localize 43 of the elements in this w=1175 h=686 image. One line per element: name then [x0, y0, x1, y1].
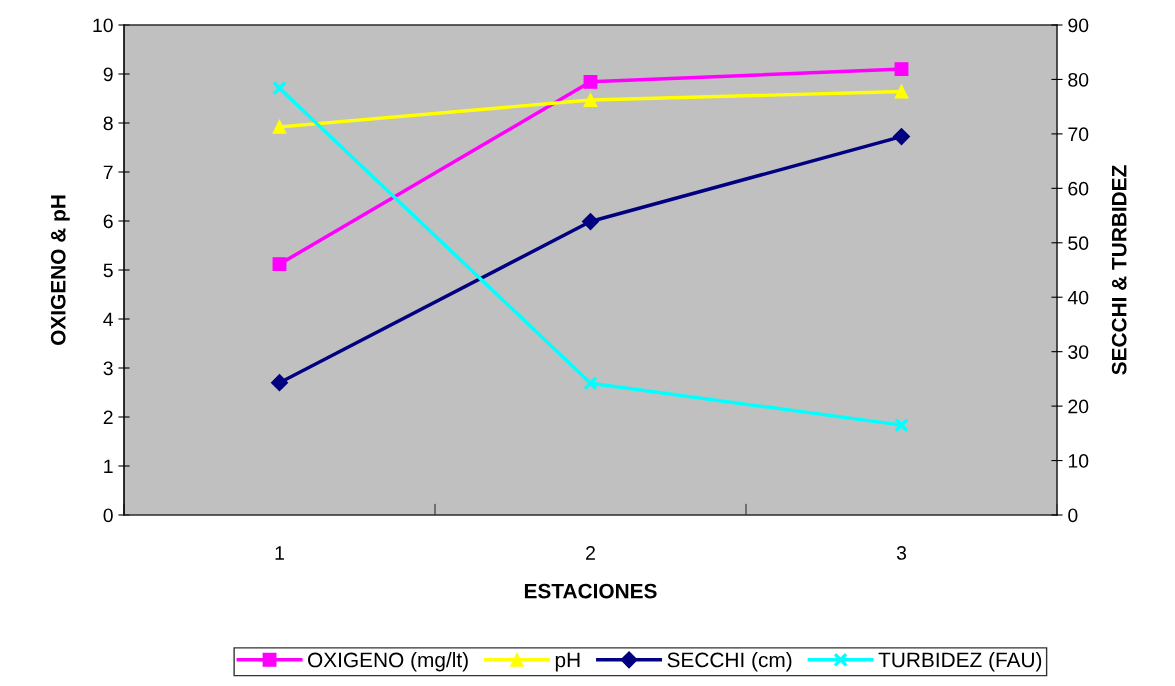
x-tick-label: 3 — [896, 546, 907, 560]
y-tick-label: 5 — [103, 263, 113, 278]
x-tick-label: 1 — [275, 546, 284, 560]
y-tick-label: 0 — [103, 508, 113, 523]
point — [894, 417, 909, 433]
point — [272, 80, 287, 96]
legend-label: OXIGENO (mg/lt) — [308, 652, 468, 672]
point — [894, 84, 909, 99]
y2-tick-label: 10 — [1068, 454, 1089, 468]
x-tick-label: 2 — [586, 546, 595, 560]
y2-tick-label: 50 — [1068, 236, 1089, 251]
y2-tick-label: 20 — [1068, 399, 1089, 414]
legend-label: SECCHI (cm) — [667, 652, 792, 672]
y2-tick-label: 30 — [1068, 345, 1089, 359]
y-tick-label: 2 — [103, 410, 113, 425]
y-tick-label: 4 — [103, 312, 114, 327]
y2-tick-label: 70 — [1068, 127, 1089, 142]
y2-tick-label: 80 — [1068, 72, 1089, 87]
y-tick-label: 6 — [103, 214, 113, 229]
y-axis-title: OXIGENO & pH — [50, 195, 70, 345]
point — [583, 375, 598, 391]
point — [892, 128, 911, 146]
y2-tick-label: 0 — [1068, 508, 1078, 523]
point — [272, 119, 287, 134]
point — [270, 374, 289, 392]
y-tick-label: 3 — [103, 361, 113, 376]
point — [894, 62, 909, 77]
y-tick-label: 8 — [103, 116, 113, 131]
y2-tick-label: 40 — [1067, 290, 1089, 305]
y-tick-label: 1 — [104, 459, 113, 474]
y2-tick-label: 90 — [1068, 18, 1089, 33]
point — [583, 74, 598, 89]
y-tick-label: 7 — [103, 165, 113, 180]
point — [583, 93, 598, 107]
legend-label: TURBIDEZ (FAU) — [878, 652, 1042, 672]
point — [272, 257, 287, 272]
y-tick-label: 9 — [103, 67, 113, 82]
y-tick-label: 10 — [93, 18, 113, 33]
legend-label: pH — [555, 652, 580, 672]
y2-axis-title: SECCHI & TURBIDEZ — [1111, 165, 1127, 375]
point — [581, 212, 600, 231]
x-axis-title: ESTACIONES — [524, 583, 657, 599]
y2-tick-label: 60 — [1068, 181, 1089, 196]
